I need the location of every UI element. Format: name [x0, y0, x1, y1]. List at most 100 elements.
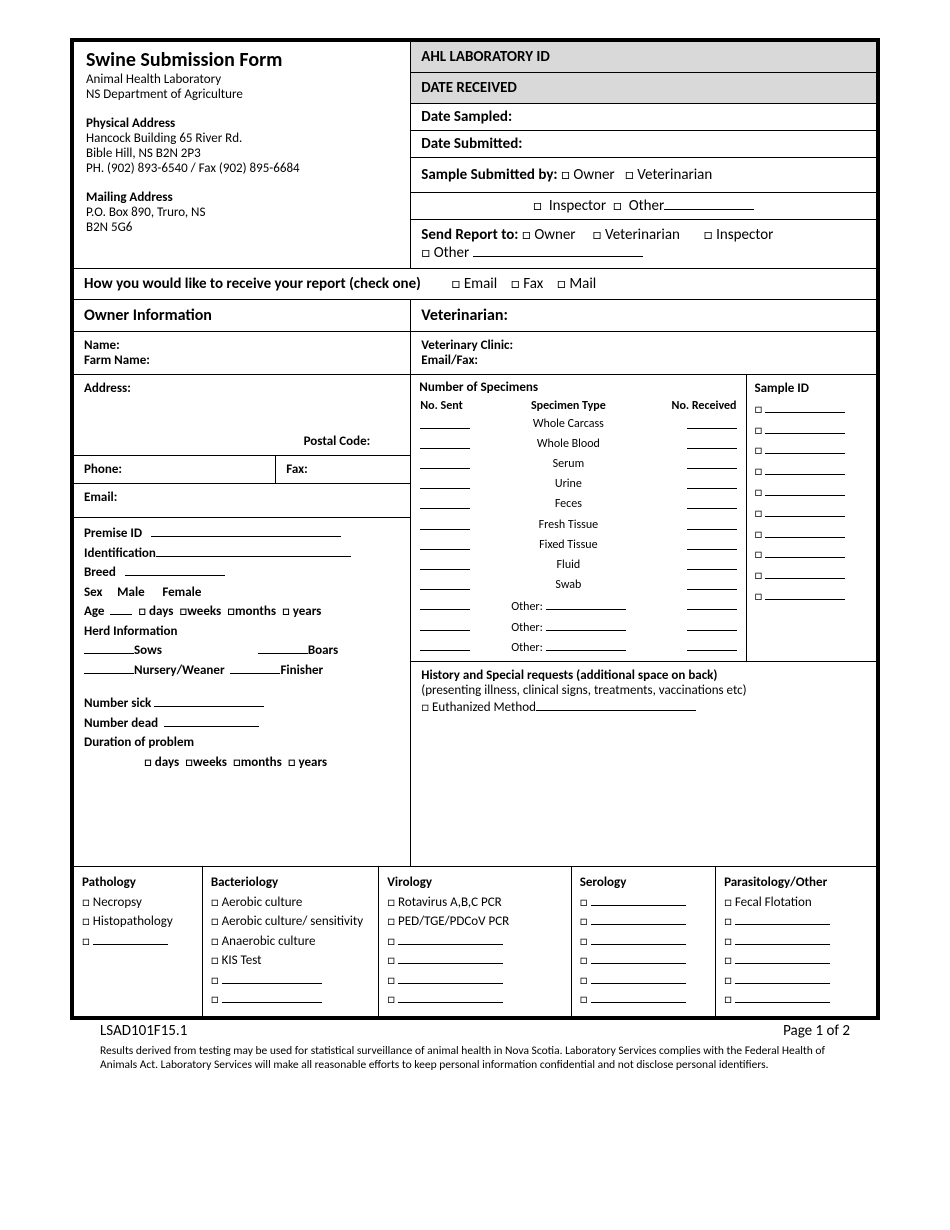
address-cell[interactable]: Address: Postal Code:: [74, 375, 410, 456]
para-blank-3[interactable]: □: [724, 971, 868, 991]
sample-id-7[interactable]: □: [755, 545, 869, 566]
para-blank-2[interactable]: □: [724, 951, 868, 971]
bact-blank-0[interactable]: □: [211, 971, 370, 991]
sample-id-0[interactable]: □: [755, 400, 869, 421]
ser-blank-1[interactable]: □: [580, 912, 707, 932]
number-dead-input[interactable]: [164, 714, 259, 727]
recv-1[interactable]: [687, 436, 737, 449]
premise-id-input[interactable]: [151, 524, 341, 537]
vir-blank-2[interactable]: □: [387, 971, 562, 991]
para-blank-4[interactable]: □: [724, 990, 868, 1010]
history-cell[interactable]: History and Special requests (additional…: [411, 661, 876, 866]
vir-blank-0[interactable]: □: [387, 932, 562, 952]
checkbox-dur-days[interactable]: □ days: [144, 755, 179, 770]
para-blank-0[interactable]: □: [724, 912, 868, 932]
sent-7[interactable]: [420, 557, 470, 570]
checkbox-dur-years[interactable]: □ years: [288, 755, 327, 770]
checkbox-mail[interactable]: □ Mail: [557, 275, 596, 293]
nursery-input[interactable]: [84, 661, 134, 674]
sample-id-2[interactable]: □: [755, 441, 869, 462]
sample-id-4[interactable]: □: [755, 483, 869, 504]
ser-blank-0[interactable]: □: [580, 893, 707, 913]
checkbox-years[interactable]: □ years: [282, 604, 321, 619]
checkbox-report-vet[interactable]: □ Veterinarian: [593, 226, 680, 244]
date-submitted-cell[interactable]: Date Submitted:: [411, 131, 877, 158]
owner-name-cell[interactable]: Name: Farm Name:: [74, 332, 411, 375]
recv-4[interactable]: [687, 496, 737, 509]
checkbox-report-inspector[interactable]: □ Inspector: [704, 226, 774, 244]
sent-1[interactable]: [420, 436, 470, 449]
vet-clinic-cell[interactable]: Veterinary Clinic: Email/Fax:: [411, 332, 877, 375]
recv-9[interactable]: [687, 597, 737, 610]
number-sick-input[interactable]: [154, 694, 264, 707]
recv-7[interactable]: [687, 557, 737, 570]
sample-id-5[interactable]: □: [755, 504, 869, 525]
ser-blank-3[interactable]: □: [580, 951, 707, 971]
breed-input[interactable]: [125, 563, 225, 576]
checkbox-days[interactable]: □ days: [138, 604, 173, 619]
checkbox-dur-months[interactable]: □months: [233, 755, 282, 770]
age-input[interactable]: [110, 602, 132, 615]
sex-male[interactable]: Male: [117, 585, 145, 600]
ahl-id-cell[interactable]: AHL LABORATORY ID: [411, 42, 877, 73]
checkbox-aerobic[interactable]: □ Aerobic culture: [211, 893, 370, 913]
sample-id-1[interactable]: □: [755, 421, 869, 442]
sent-11[interactable]: [420, 638, 470, 651]
checkbox-veterinarian[interactable]: □ Veterinarian: [625, 166, 712, 184]
boars-input[interactable]: [258, 641, 308, 654]
sent-8[interactable]: [420, 577, 470, 590]
sent-4[interactable]: [420, 496, 470, 509]
checkbox-email[interactable]: □ Email: [451, 275, 497, 293]
other-type-2[interactable]: [546, 638, 626, 651]
ser-blank-2[interactable]: □: [580, 932, 707, 952]
sample-id-6[interactable]: □: [755, 525, 869, 546]
checkbox-fecal[interactable]: □ Fecal Flotation: [724, 893, 868, 913]
finisher-input[interactable]: [230, 661, 280, 674]
phone-cell[interactable]: Phone:: [74, 456, 276, 484]
checkbox-inspector[interactable]: □ Inspector: [533, 197, 606, 215]
checkbox-report-other[interactable]: □ Other: [421, 244, 469, 262]
checkbox-ped[interactable]: □ PED/TGE/PDCoV PCR: [387, 912, 562, 932]
recv-11[interactable]: [687, 638, 737, 651]
sent-10[interactable]: [420, 618, 470, 631]
pathology-blank-0[interactable]: □: [82, 932, 194, 952]
checkbox-owner[interactable]: □ Owner: [561, 166, 615, 184]
sex-female[interactable]: Female: [162, 585, 201, 600]
sample-id-3[interactable]: □: [755, 462, 869, 483]
fax-cell[interactable]: Fax:: [276, 456, 411, 484]
checkbox-aerobic-sens[interactable]: □ Aerobic culture/ sensitivity: [211, 912, 370, 932]
recv-5[interactable]: [687, 517, 737, 530]
other-type-0[interactable]: [546, 597, 626, 610]
sent-0[interactable]: [420, 416, 470, 429]
para-blank-1[interactable]: □: [724, 932, 868, 952]
checkbox-report-owner[interactable]: □ Owner: [522, 226, 576, 244]
recv-6[interactable]: [687, 537, 737, 550]
vir-blank-3[interactable]: □: [387, 990, 562, 1010]
sent-2[interactable]: [420, 456, 470, 469]
checkbox-rotavirus[interactable]: □ Rotavirus A,B,C PCR: [387, 893, 562, 913]
checkbox-necropsy[interactable]: □ Necropsy: [82, 893, 194, 913]
sent-6[interactable]: [420, 537, 470, 550]
checkbox-months[interactable]: □months: [227, 604, 276, 619]
ser-blank-5[interactable]: □: [580, 990, 707, 1010]
sent-5[interactable]: [420, 517, 470, 530]
ser-blank-4[interactable]: □: [580, 971, 707, 991]
checkbox-histopathology[interactable]: □ Histopathology: [82, 912, 194, 932]
recv-3[interactable]: [687, 476, 737, 489]
identification-input[interactable]: [156, 544, 351, 557]
recv-0[interactable]: [687, 416, 737, 429]
vir-blank-1[interactable]: □: [387, 951, 562, 971]
checkbox-weeks[interactable]: □weeks: [179, 604, 221, 619]
bact-blank-1[interactable]: □: [211, 990, 370, 1010]
sample-id-8[interactable]: □: [755, 566, 869, 587]
euth-method-input[interactable]: [536, 698, 696, 711]
checkbox-fax[interactable]: □ Fax: [511, 275, 544, 293]
checkbox-dur-weeks[interactable]: □weeks: [185, 755, 227, 770]
checkbox-other[interactable]: □ Other: [613, 197, 664, 215]
sent-9[interactable]: [420, 597, 470, 610]
recv-2[interactable]: [687, 456, 737, 469]
checkbox-anaerobic[interactable]: □ Anaerobic culture: [211, 932, 370, 952]
sent-3[interactable]: [420, 476, 470, 489]
sample-id-9[interactable]: □: [755, 587, 869, 608]
date-sampled-cell[interactable]: Date Sampled:: [411, 104, 877, 131]
